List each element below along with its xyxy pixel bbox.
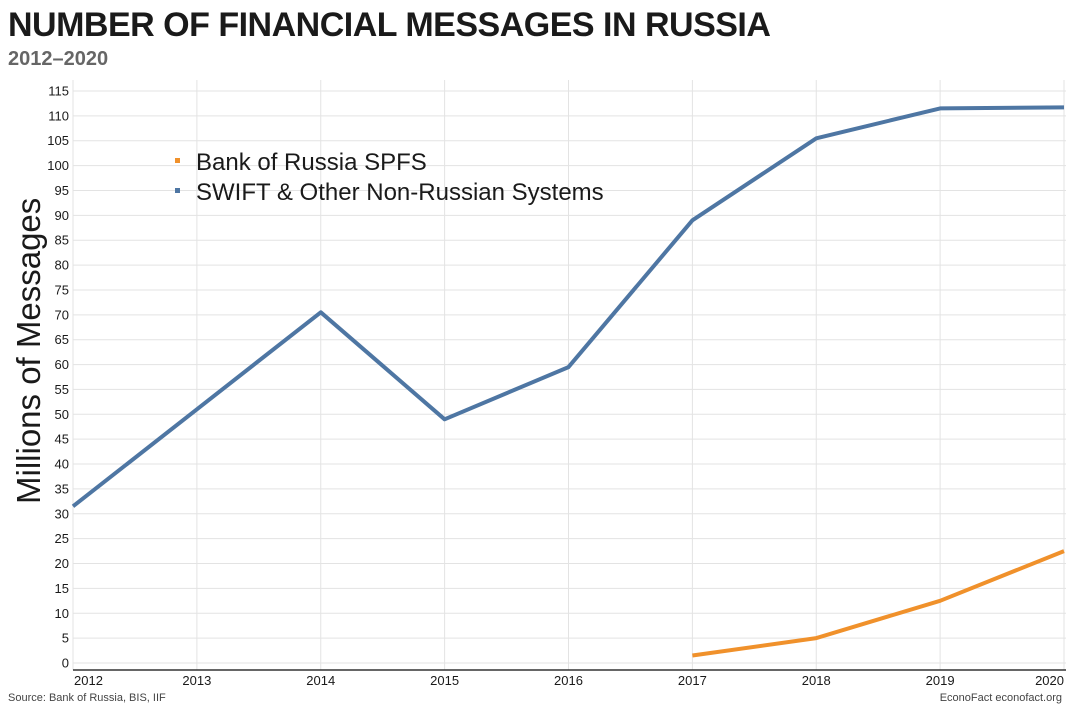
credit-note: EconoFact econofact.org bbox=[939, 692, 1062, 704]
y-tick-label: 5 bbox=[62, 631, 69, 646]
x-tick-label: 2014 bbox=[306, 673, 335, 688]
y-tick-label: 105 bbox=[47, 133, 69, 148]
chart-subtitle: 2012–2020 bbox=[8, 48, 109, 70]
x-tick-labels: 2012 2013 2014 2015 2016 2017 2018 2019 2020 bbox=[74, 673, 1064, 688]
legend: Bank of Russia SPFS SWIFT & Other Non-Rus… bbox=[175, 149, 604, 206]
chart-title: NUMBER OF FINANCIAL MESSAGES IN RUSSIA bbox=[8, 6, 771, 44]
y-tick-label: 90 bbox=[55, 208, 69, 223]
y-tick-label: 45 bbox=[55, 432, 69, 447]
y-tick-label: 10 bbox=[55, 606, 69, 621]
legend-label: SWIFT & Other Non-Russian Systems bbox=[196, 179, 604, 206]
legend-label: Bank of Russia SPFS bbox=[196, 149, 427, 176]
source-note: Source: Bank of Russia, BIS, IIF bbox=[8, 692, 166, 704]
x-tick-label: 2019 bbox=[926, 673, 955, 688]
legend-marker bbox=[175, 158, 180, 163]
y-tick-label: 0 bbox=[62, 656, 69, 671]
y-tick-label: 35 bbox=[55, 481, 69, 496]
y-tick-label: 55 bbox=[55, 382, 69, 397]
y-tick-labels: 0 5 10 15 20 25 30 35 40 45 50 55 60 65 70 75 80 85 90 95 10… bbox=[47, 84, 69, 671]
y-tick-label: 100 bbox=[47, 158, 69, 173]
x-tick-label: 2020 bbox=[1035, 673, 1064, 688]
y-tick-label: 50 bbox=[55, 407, 69, 422]
series-line bbox=[71, 105, 1065, 508]
y-tick-label: 25 bbox=[55, 531, 69, 546]
x-tick-label: 2016 bbox=[554, 673, 583, 688]
y-tick-label: 15 bbox=[55, 581, 69, 596]
series-lines bbox=[71, 105, 1065, 658]
y-tick-label: 80 bbox=[55, 258, 69, 273]
series-line bbox=[692, 549, 1065, 658]
y-tick-label: 115 bbox=[48, 84, 69, 99]
y-tick-label: 40 bbox=[55, 457, 69, 472]
y-tick-label: 70 bbox=[55, 307, 69, 322]
y-tick-label: 85 bbox=[55, 233, 69, 248]
x-tick-label: 2017 bbox=[678, 673, 707, 688]
y-tick-label: 95 bbox=[55, 183, 69, 198]
x-tick-label: 2012 bbox=[74, 673, 103, 688]
y-tick-label: 20 bbox=[55, 556, 69, 571]
y-tick-label: 60 bbox=[55, 357, 69, 372]
y-tick-label: 110 bbox=[48, 108, 69, 123]
x-tick-label: 2013 bbox=[182, 673, 211, 688]
x-tick-label: 2015 bbox=[430, 673, 459, 688]
x-tick-label: 2018 bbox=[802, 673, 831, 688]
grid-lines bbox=[72, 80, 1066, 670]
y-tick-label: 65 bbox=[55, 332, 69, 347]
y-tick-label: 30 bbox=[55, 506, 69, 521]
y-tick-label: 75 bbox=[55, 282, 69, 297]
legend-marker bbox=[175, 188, 180, 193]
